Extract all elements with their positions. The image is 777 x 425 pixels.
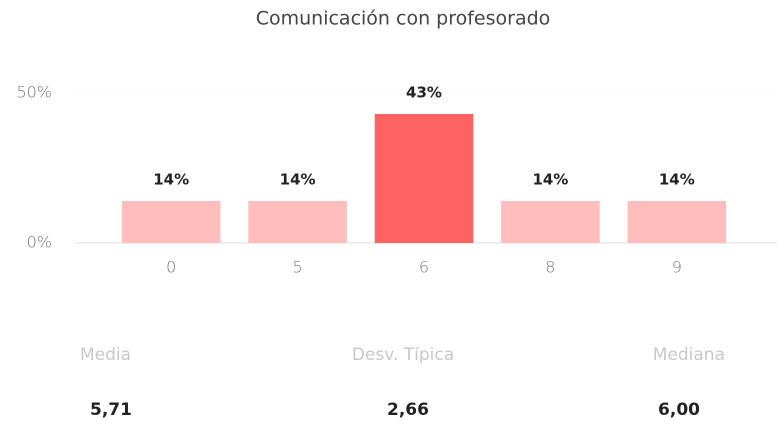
bar [374, 114, 474, 243]
bar [248, 201, 347, 243]
x-tick-label: 5 [293, 258, 303, 277]
data-label: 14% [659, 171, 695, 189]
data-label: 43% [406, 84, 442, 102]
y-tick-label: 50% [16, 83, 52, 102]
data-label: 14% [280, 171, 316, 189]
bar [501, 201, 600, 243]
x-tick-label: 8 [545, 258, 555, 277]
stat-label: Media [80, 345, 131, 365]
stat-value: 5,71 [90, 400, 132, 420]
chart-title: Comunicación con profesorado [256, 8, 551, 30]
stat-value: 6,00 [658, 400, 700, 420]
stat-label: Desv. Típica [352, 345, 454, 365]
stat-value: 2,66 [387, 400, 429, 420]
data-label: 14% [153, 171, 189, 189]
data-label: 14% [532, 171, 568, 189]
bar [121, 201, 221, 243]
y-tick-label: 0% [27, 233, 52, 252]
stat-label: Mediana [653, 345, 725, 365]
x-tick-label: 9 [672, 258, 682, 277]
x-tick-label: 0 [166, 258, 176, 277]
bar [627, 201, 727, 243]
x-tick-label: 6 [419, 258, 429, 277]
